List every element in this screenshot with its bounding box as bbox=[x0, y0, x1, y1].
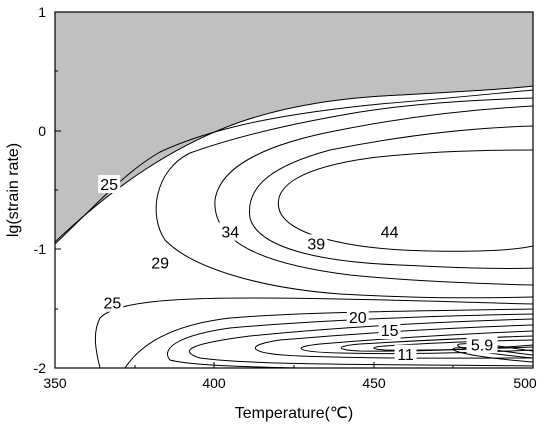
contour-label-background bbox=[98, 175, 121, 194]
x-axis-title: Temperature(℃) bbox=[235, 405, 353, 422]
plot-area bbox=[55, 12, 533, 368]
contour-value-label: 44 bbox=[381, 225, 399, 242]
contour-line-25-lower bbox=[94, 297, 533, 368]
x-tick-label: 350 bbox=[43, 375, 67, 391]
x-axis-ticks bbox=[54, 362, 534, 368]
contour-value-label: 39 bbox=[307, 236, 325, 253]
y-tick-label: 1 bbox=[38, 4, 46, 20]
contour-label-background bbox=[149, 253, 172, 272]
y-axis-ticks bbox=[55, 11, 61, 369]
contour-value-label: 25 bbox=[103, 296, 121, 313]
contour-label-background bbox=[101, 293, 124, 312]
contour-value-label: 5.9 bbox=[471, 337, 493, 354]
contour-value-label: 34 bbox=[221, 225, 239, 242]
contour-band-1 bbox=[124, 308, 533, 368]
x-tick-label: 500 bbox=[513, 375, 537, 391]
x-tick-label: 450 bbox=[362, 375, 386, 391]
contour-line-39 bbox=[248, 125, 533, 269]
contour-line-29 bbox=[155, 97, 533, 299]
y-axis-title: lg(strain rate) bbox=[5, 143, 22, 237]
contour-label-background bbox=[305, 234, 328, 253]
contour-label-background bbox=[346, 307, 369, 326]
contour-line-44 bbox=[277, 149, 533, 252]
contour-band-9 bbox=[452, 347, 533, 363]
contour-label-background bbox=[378, 222, 401, 241]
contour-line-34 bbox=[214, 105, 533, 286]
contour-value-label: 20 bbox=[349, 310, 367, 327]
contour-label-background bbox=[466, 335, 498, 354]
contour-band-4 bbox=[255, 324, 533, 359]
y-tick-label: -1 bbox=[34, 241, 47, 257]
contour-value-label: 15 bbox=[381, 323, 399, 340]
contour-labels: 25 34 39 44 29 25 20 15 11 5.9 bbox=[98, 175, 498, 364]
contour-value-label: 25 bbox=[100, 177, 118, 194]
contour-band-2 bbox=[167, 313, 533, 368]
contour-label-background bbox=[394, 344, 417, 363]
instability-region bbox=[55, 12, 533, 243]
y-tick-label: -2 bbox=[34, 360, 47, 376]
contour-value-label: 11 bbox=[397, 347, 414, 364]
contour-value-label: 29 bbox=[151, 255, 169, 272]
contour-label-background bbox=[378, 321, 401, 340]
x-tick-label: 400 bbox=[202, 375, 226, 391]
contour-band-5 bbox=[300, 330, 533, 355]
contour-label-background bbox=[219, 222, 242, 241]
contour-band-6 bbox=[340, 335, 533, 352]
y-tick-label: 0 bbox=[38, 123, 46, 139]
